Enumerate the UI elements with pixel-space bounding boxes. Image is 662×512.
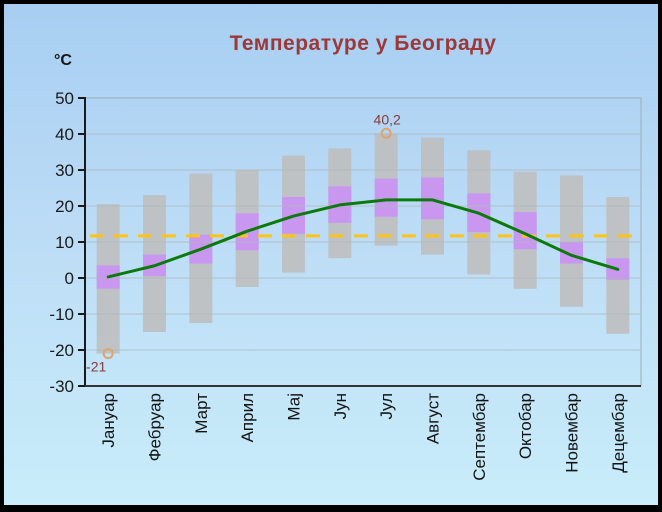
extreme-value-label: 40,2 (374, 111, 401, 127)
extreme-marker (102, 348, 114, 360)
y-tick-label: -30 (49, 377, 74, 396)
extreme-value-label: -21 (86, 359, 106, 375)
average-range-bar (374, 178, 398, 217)
month-label: Јул (377, 393, 396, 420)
month-label: Август (424, 393, 443, 444)
y-tick-label: 10 (55, 233, 74, 252)
page-title: Температуре у Београду (229, 32, 497, 55)
y-tick-label: -10 (49, 305, 74, 324)
y-tick-label: 20 (55, 197, 74, 216)
y-tick-label: 40 (55, 125, 74, 144)
month-label: Јануар (99, 393, 118, 448)
month-label: Април (238, 393, 257, 442)
y-tick-label: 0 (65, 269, 74, 288)
y-axis-unit-label: °C (54, 52, 72, 69)
record-range-bar (560, 175, 583, 307)
month-label: Октобар (516, 393, 535, 459)
month-label: Септембар (470, 393, 489, 481)
temperature-chart: 40,2 -21 50 40 30 20 10 0 -10 -20 -30 Јануар Фебруар… (49, 89, 642, 481)
extreme-marker (380, 127, 392, 139)
y-tick-label: 50 (55, 89, 74, 108)
month-label: Мај (285, 393, 304, 421)
month-label: Март (192, 393, 211, 434)
month-label: Новембар (563, 393, 582, 473)
y-tick-label: -20 (49, 341, 74, 360)
month-label: Јун (331, 393, 350, 419)
average-range-bar (513, 212, 537, 250)
y-tick-label: 30 (55, 161, 74, 180)
month-label: Децембар (609, 393, 628, 473)
month-label: Фебруар (146, 393, 165, 461)
monthly-mean-line (106, 198, 620, 279)
